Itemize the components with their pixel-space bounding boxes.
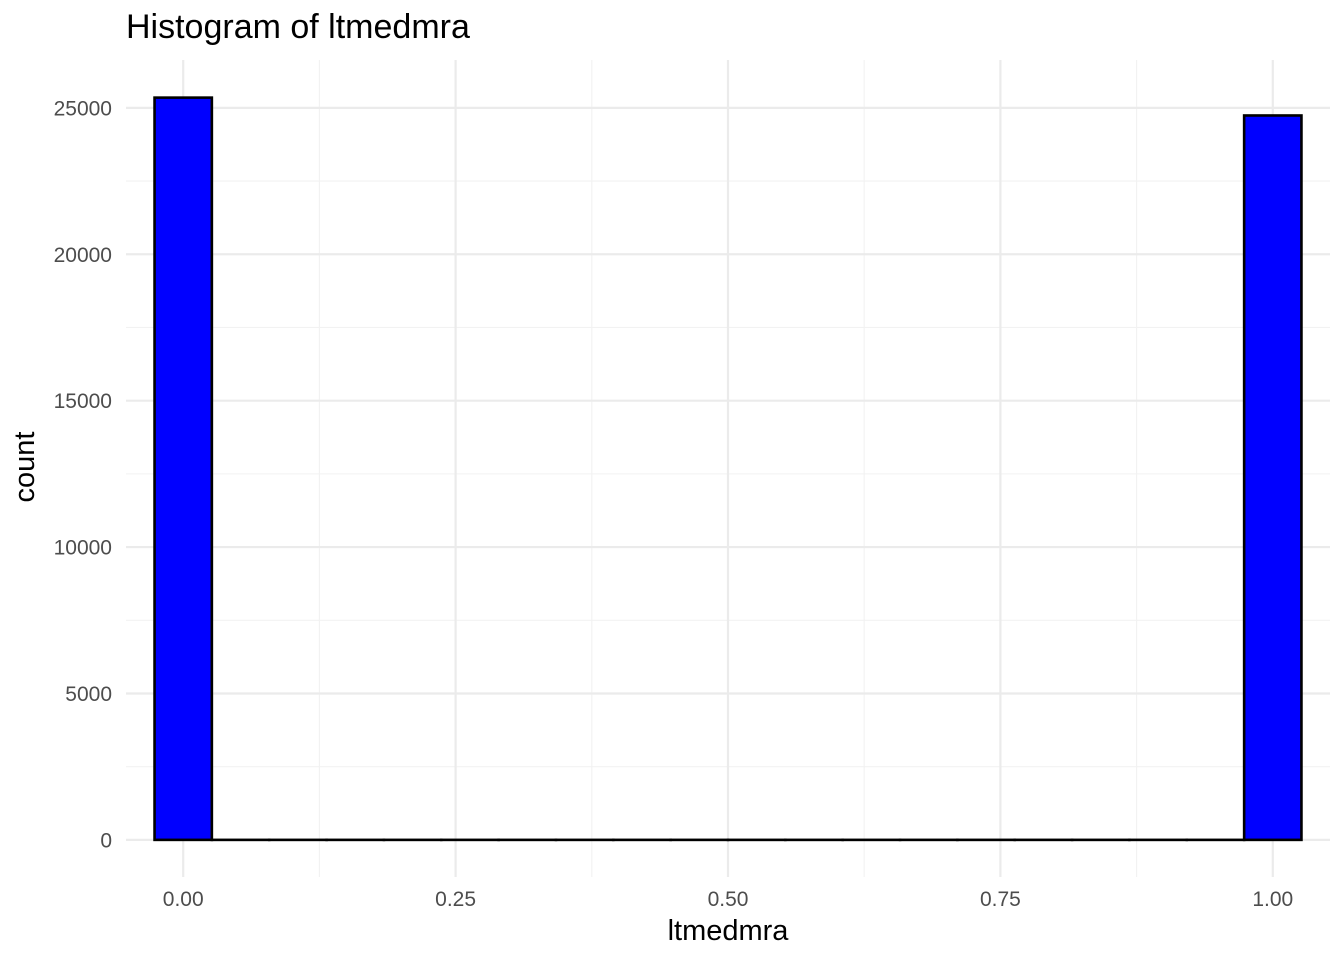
histogram-bar: [1242, 114, 1303, 842]
chart-title: Histogram of ltmedmra: [126, 8, 470, 46]
x-tick-label: 0.00: [163, 888, 204, 911]
y-tick-label: 0: [100, 829, 112, 852]
x-tick-label: 0.75: [980, 888, 1021, 911]
y-tick-label: 20000: [54, 244, 112, 267]
x-tick-label: 1.00: [1252, 888, 1293, 911]
y-axis-title: count: [9, 432, 41, 503]
histogram-bar: [153, 96, 214, 842]
y-axis-ticks: 0 5000 10000 15000 20000 25000: [54, 97, 112, 852]
y-tick-label: 15000: [54, 390, 112, 413]
histogram-bars: [153, 96, 1303, 842]
y-tick-label: 5000: [65, 683, 112, 706]
x-axis-title: ltmedmra: [668, 915, 790, 947]
x-tick-label: 0.50: [708, 888, 749, 911]
x-tick-label: 0.25: [435, 888, 476, 911]
y-tick-label: 25000: [54, 97, 112, 120]
x-axis-ticks: 0.00 0.25 0.50 0.75 1.00: [163, 888, 1293, 911]
y-tick-label: 10000: [54, 537, 112, 560]
grid-lines: [126, 60, 1330, 877]
